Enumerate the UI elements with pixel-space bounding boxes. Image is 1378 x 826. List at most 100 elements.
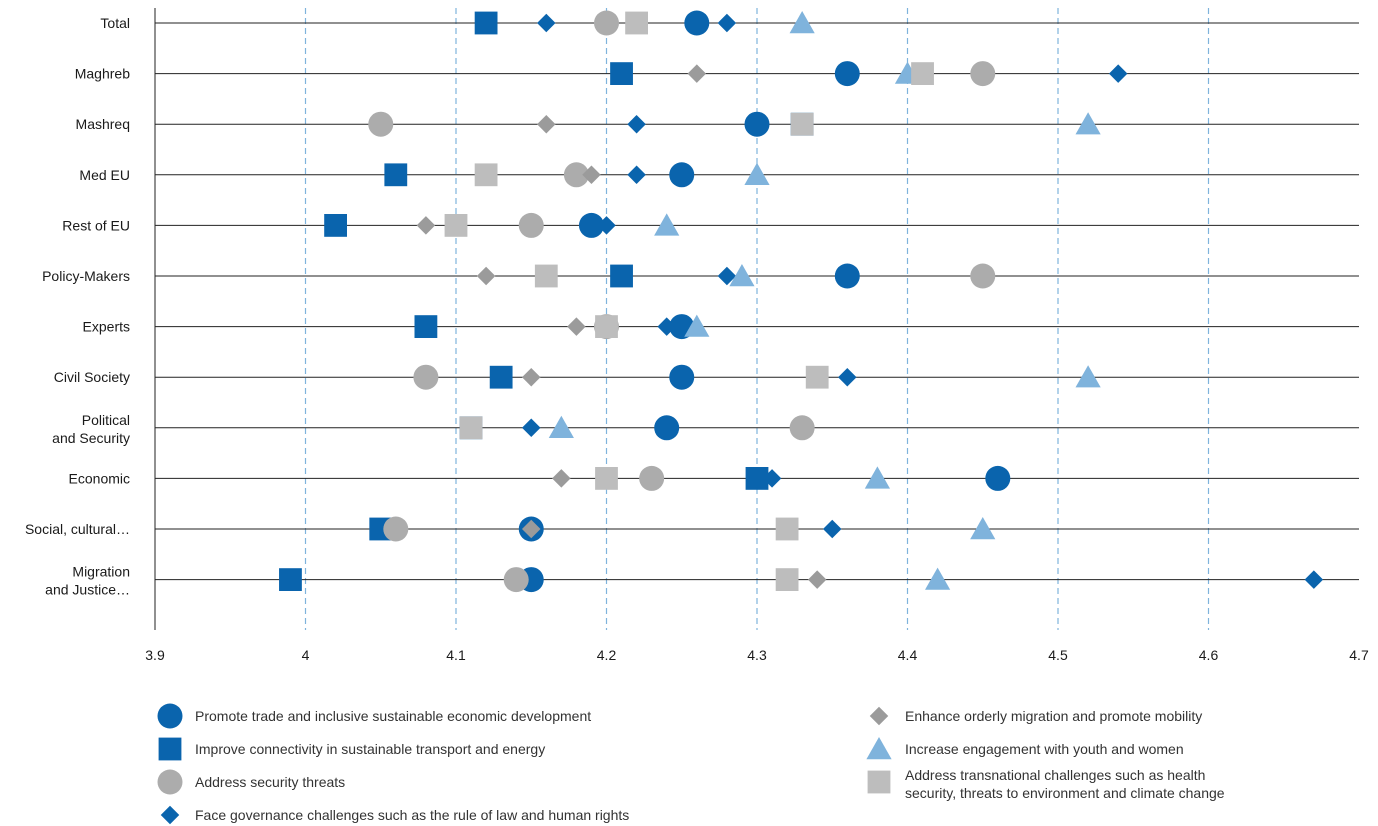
legend-label: Face governance challenges such as the r…: [195, 807, 629, 823]
data-point-diamond: [1108, 64, 1128, 83]
data-point-circle: [503, 567, 529, 593]
data-point-triangle: [925, 567, 951, 590]
data-point-square: [279, 568, 302, 591]
data-point-diamond: [657, 317, 676, 336]
x-tick-label: 3.9: [145, 647, 165, 663]
legend-label: Promote trade and inclusive sustainable …: [195, 708, 591, 724]
legend-item: Increase engagement with youth and women: [866, 737, 1184, 760]
category-label: Civil Society: [54, 369, 130, 385]
legend-label: Address transnational challenges such as…: [905, 767, 1225, 801]
data-point-square: [911, 62, 934, 85]
gridlines: [154, 8, 1210, 630]
legend-label: Improve connectivity in sustainable tran…: [195, 741, 545, 757]
data-point-square: [489, 365, 513, 389]
category-label: Economic: [69, 470, 130, 486]
legend-item: Improve connectivity in sustainable tran…: [158, 737, 545, 761]
data-point-triangle: [654, 213, 680, 236]
data-point-diamond: [582, 165, 601, 185]
x-tick-label: 4: [302, 647, 310, 663]
legend-label: Enhance orderly migration and promote mo…: [905, 708, 1202, 724]
data-point-circle: [368, 111, 394, 137]
data-point-triangle: [1075, 365, 1101, 388]
category-label: Migration and Justice…: [45, 564, 130, 598]
data-point-square: [775, 517, 799, 541]
data-point-diamond: [823, 519, 842, 539]
data-point-square: [610, 62, 633, 85]
legend-item: Enhance orderly migration and promote mo…: [869, 706, 1202, 726]
data-point-diamond: [522, 418, 541, 438]
data-point-circle: [413, 364, 439, 390]
legend-item: Promote trade and inclusive sustainable …: [157, 703, 591, 729]
data-point-circle: [985, 465, 1011, 491]
data-point-diamond: [1304, 570, 1324, 589]
data-point-circle: [639, 465, 665, 491]
x-axis: 3.9 4 4.1 4.2 4.3 4.4 4.5 4.6 4.7: [145, 647, 1369, 663]
data-point-diamond: [416, 216, 436, 235]
data-point-circle: [669, 162, 695, 188]
x-tick-label: 4.4: [898, 647, 918, 663]
data-point-square: [384, 163, 408, 187]
data-point-diamond: [807, 570, 827, 589]
data-point-square: [805, 365, 829, 389]
legend-label: Increase engagement with youth and women: [905, 741, 1184, 757]
data-point-square: [595, 467, 618, 490]
data-point-circle: [744, 111, 770, 137]
data-point-diamond: [522, 519, 541, 539]
x-tick-label: 4.7: [1349, 647, 1369, 663]
data-point-square: [444, 214, 468, 237]
x-tick-label: 4.1: [446, 647, 466, 663]
data-point-circle: [563, 162, 589, 188]
legend-marker-circle: [157, 769, 183, 795]
data-point-triangle: [684, 314, 710, 337]
data-point-circle: [970, 263, 996, 289]
data-point-diamond: [762, 469, 782, 488]
data-point-square: [459, 416, 483, 440]
data-point-triangle: [744, 162, 770, 185]
data-point-triangle: [970, 517, 996, 540]
data-point-circle: [654, 415, 680, 441]
data-point-diamond: [552, 469, 571, 488]
legend-marker-triangle: [866, 737, 892, 760]
x-tick-label: 4.5: [1048, 647, 1068, 663]
data-point-square: [324, 214, 347, 237]
category-label: Rest of EU: [62, 217, 130, 233]
category-label: Med EU: [79, 167, 130, 183]
data-point-circle: [518, 212, 544, 238]
data-point-diamond: [717, 13, 737, 33]
data-point-diamond: [537, 114, 556, 134]
data-point-triangle: [548, 415, 574, 438]
data-point-square: [534, 264, 558, 288]
legend-item: Face governance challenges such as the r…: [160, 805, 629, 825]
data-point-square: [610, 264, 633, 288]
x-tick-label: 4.3: [747, 647, 767, 663]
data-point-triangle: [789, 11, 815, 34]
data-point-square: [474, 163, 498, 187]
data-point-circle: [594, 10, 619, 36]
legend-marker-square: [158, 737, 182, 761]
data-point-diamond: [476, 266, 496, 286]
data-point-circle: [669, 364, 695, 390]
data-point-square: [745, 467, 769, 490]
data-point-diamond: [597, 216, 616, 235]
data-points: [279, 10, 1324, 593]
data-point-diamond: [627, 114, 646, 134]
legend-marker-diamond: [160, 805, 180, 825]
data-point-square: [474, 11, 498, 35]
data-point-circle: [684, 10, 710, 36]
x-tick-label: 4.6: [1199, 647, 1219, 663]
data-point-diamond: [537, 13, 556, 33]
data-point-circle: [834, 263, 860, 289]
data-point-square: [790, 112, 814, 136]
data-point-diamond: [717, 266, 737, 286]
data-point-triangle: [729, 264, 755, 287]
data-point-square: [625, 11, 648, 35]
legend-label: Address security threats: [195, 774, 345, 790]
category-label: Policy-Makers: [42, 268, 130, 284]
category-label: Maghreb: [75, 66, 130, 82]
data-point-square: [595, 315, 618, 338]
data-point-circle: [834, 61, 860, 87]
legend: Promote trade and inclusive sustainable …: [157, 703, 1225, 825]
data-point-diamond: [627, 165, 646, 185]
data-point-diamond: [687, 64, 707, 83]
